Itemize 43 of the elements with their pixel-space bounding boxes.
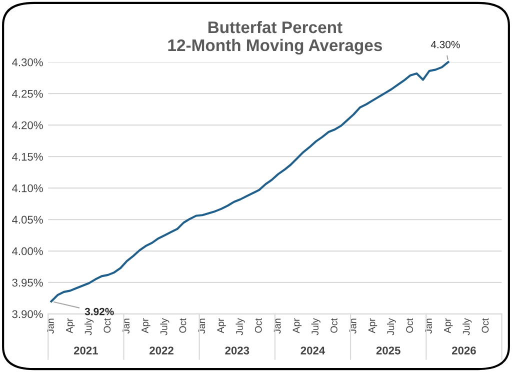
x-tick-label: July <box>311 318 320 336</box>
x-tick-label: Jan <box>274 318 281 334</box>
x-tick-label: July <box>236 318 245 336</box>
x-tick-label: Apr <box>217 318 226 334</box>
text: 2024 <box>300 346 326 354</box>
y-tick-label: 4.30% <box>12 58 43 66</box>
x-tick-label: Apr <box>292 318 302 334</box>
y-tick-label: 4.20% <box>12 121 43 130</box>
y-tick-label: 4.10% <box>12 184 43 192</box>
x-tick-label: Jan <box>47 318 54 334</box>
x-tick-label: Apr <box>66 318 75 334</box>
x-tick-label: July <box>462 318 472 336</box>
text: 2022 <box>150 346 174 354</box>
y-tick-label: 3.90% <box>12 310 43 318</box>
data-label: 4.30% <box>430 40 460 48</box>
x-tick-label: Jan <box>122 318 130 334</box>
text: 2025 <box>376 346 400 354</box>
x-tick-label: Oct <box>406 318 414 333</box>
x-tick-label: Apr <box>368 318 378 334</box>
y-tick-label: 4.05% <box>12 216 43 224</box>
x-tick-label: Oct <box>330 318 338 333</box>
chart-title: Butterfat Percent 12-Month Moving Averages <box>168 20 382 55</box>
y-tick-label: 4.15% <box>12 152 43 161</box>
text: 2026 <box>452 346 476 354</box>
x-tick-label: July <box>84 318 94 336</box>
x-tick-label: Jan <box>350 318 356 334</box>
x-tick-label: Oct <box>482 318 489 333</box>
x-tick-label: Apr <box>142 318 150 334</box>
x-tick-label: Oct <box>104 318 111 333</box>
x-tick-label: Oct <box>254 318 262 333</box>
x-tick-label: Jan <box>425 318 432 334</box>
x-tick-label: Apr <box>444 318 453 334</box>
y-tick-label: 3.95% <box>12 278 43 287</box>
x-tick-label: July <box>160 318 170 336</box>
x-tick-label: July <box>386 318 396 336</box>
x-tick-label: Oct <box>179 318 186 333</box>
text: 2021 <box>74 346 98 354</box>
y-tick-label: 4.00% <box>12 247 43 256</box>
y-tick-label: 4.25% <box>12 90 43 98</box>
data-label: 3.92% <box>84 308 114 316</box>
text: 2023 <box>225 346 250 354</box>
x-tick-label: Jan <box>198 318 206 334</box>
line-series <box>50 61 450 302</box>
